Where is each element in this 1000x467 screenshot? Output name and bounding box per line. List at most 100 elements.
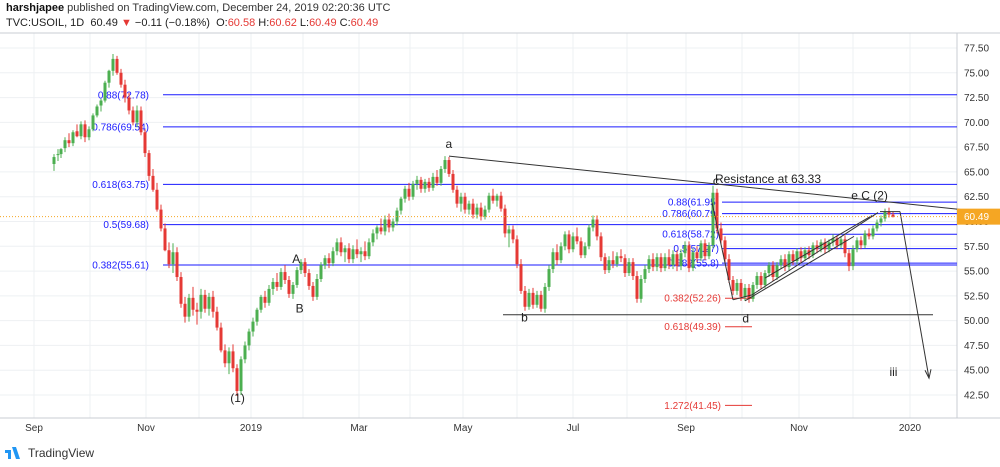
candle-body xyxy=(371,233,375,243)
candle-body xyxy=(787,254,791,268)
candle-body xyxy=(799,251,803,259)
candle-body xyxy=(379,227,383,232)
x-tick-label: Jul xyxy=(567,423,580,434)
candle-body xyxy=(667,257,671,266)
candle-body xyxy=(283,272,287,280)
candle-body xyxy=(311,285,315,297)
candle-body xyxy=(223,350,227,364)
channel-line-upper xyxy=(764,215,873,279)
y-tick-label: 52.50 xyxy=(964,291,989,302)
candle-body xyxy=(571,236,575,250)
x-tick-label: 2019 xyxy=(240,423,263,434)
candle-body xyxy=(235,368,239,392)
candle-body xyxy=(483,209,487,217)
candle-body xyxy=(407,188,411,197)
candle-body xyxy=(131,110,135,123)
candle-body xyxy=(563,234,567,247)
y-tick-label: 72.50 xyxy=(964,93,989,104)
candle-body xyxy=(555,252,559,261)
candle-body xyxy=(591,219,595,228)
channel-line-lower xyxy=(744,235,855,302)
tradingview-logo[interactable]: TradingView xyxy=(4,446,94,460)
candle-body xyxy=(155,189,159,210)
candle-body xyxy=(611,260,615,265)
candlestick-series xyxy=(52,53,895,396)
candle-body xyxy=(327,258,331,264)
candle-body xyxy=(519,264,523,291)
wave-label: e C (2) xyxy=(851,189,888,203)
resistance-trendline xyxy=(448,155,1000,215)
y-tick-label: 45.00 xyxy=(964,366,989,377)
candle-body xyxy=(271,281,275,289)
wave-label: (1) xyxy=(230,391,245,405)
candle-body xyxy=(587,227,591,247)
candle-body xyxy=(351,249,355,260)
candle-body xyxy=(603,257,607,271)
candle-body xyxy=(487,195,491,210)
candle-body xyxy=(419,179,423,189)
fib-ext-label: 0.382(52.26) xyxy=(664,294,721,305)
y-tick-label: 67.50 xyxy=(964,143,989,154)
candle-body xyxy=(279,272,283,287)
symbol-label: TVC:USOIL, 1D xyxy=(6,17,85,29)
candle-body xyxy=(211,296,215,312)
candle-body xyxy=(355,249,359,255)
fib-label: 0.786(69.54) xyxy=(92,122,149,133)
candle-body xyxy=(275,281,279,287)
candle-body xyxy=(71,132,75,144)
candle-body xyxy=(187,297,191,317)
candle-body xyxy=(447,160,451,174)
candle-body xyxy=(367,242,371,257)
close-value: 60.49 xyxy=(350,17,379,29)
candle-body xyxy=(763,273,767,285)
candle-body xyxy=(319,265,323,280)
author-name[interactable]: harshjapee xyxy=(6,2,65,14)
y-axis[interactable]: 77.5075.0072.5070.0067.5065.0062.5060.00… xyxy=(0,44,1000,402)
candle-body xyxy=(423,181,427,189)
candle-body xyxy=(795,251,799,262)
candle-body xyxy=(771,265,775,278)
open-value: 60.58 xyxy=(227,17,256,29)
candle-body xyxy=(839,239,843,246)
fib-label: 0.5(59.68) xyxy=(103,220,149,231)
candle-body xyxy=(887,211,891,215)
y-tick-label: 75.00 xyxy=(964,68,989,79)
candle-body xyxy=(127,97,131,111)
candle-body xyxy=(259,296,263,310)
publish-date: published on TradingView.com, December 2… xyxy=(64,2,391,14)
candle-body xyxy=(403,188,407,199)
candle-body xyxy=(363,251,367,257)
candle-body xyxy=(567,234,571,250)
candle-body xyxy=(191,297,195,310)
candle-body xyxy=(827,242,831,250)
candle-body xyxy=(731,279,735,291)
candle-body xyxy=(543,286,547,309)
open-label: O: xyxy=(216,17,228,29)
candle-body xyxy=(359,251,363,255)
fib-levels: 0.88(72.78) 0.786(69.54) 0.618(63.75) 0.5(5… xyxy=(92,90,957,412)
candle-body xyxy=(499,195,503,209)
wave-labels: (1) A Ba b c d e C (2) iii Resistance at 63.33 xyxy=(230,137,897,405)
candle-body xyxy=(559,246,563,261)
candle-body xyxy=(515,239,519,265)
y-tick-label: 62.50 xyxy=(964,192,989,203)
candle-body xyxy=(147,153,151,176)
chart-grid xyxy=(0,32,1000,419)
candle-body xyxy=(719,228,723,241)
wave-c-d-line xyxy=(711,202,734,300)
x-axis[interactable]: Sep Nov 2019 Mar May Jul Sep Nov 2020 xyxy=(25,423,921,434)
candle-body xyxy=(215,311,219,328)
candle-body xyxy=(163,228,167,251)
candle-body xyxy=(415,179,419,184)
candle-body xyxy=(679,253,683,267)
candle-body xyxy=(779,259,783,266)
candle-body xyxy=(883,211,887,219)
candle-body xyxy=(267,288,271,303)
x-tick-label: Mar xyxy=(350,423,368,434)
candle-body xyxy=(315,279,319,297)
wave-label: B xyxy=(296,302,304,316)
candle-body xyxy=(635,276,639,299)
x-tick-label: Sep xyxy=(25,423,43,434)
candle-body xyxy=(791,254,795,262)
